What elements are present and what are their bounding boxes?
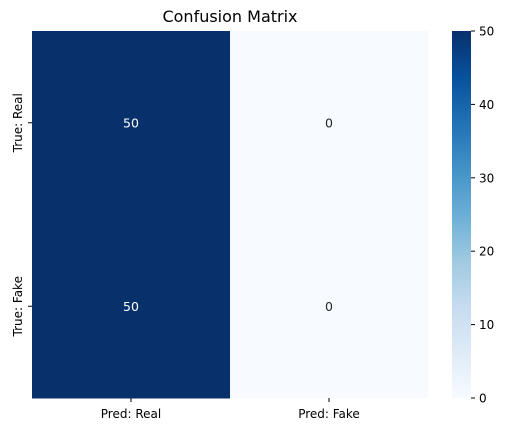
colorbar-tick-label: 30 xyxy=(479,171,494,185)
y-tick-label: True: Real xyxy=(11,93,25,153)
x-axis: Pred: Real Pred: Fake xyxy=(101,398,360,421)
chart-title: Confusion Matrix xyxy=(162,7,297,26)
colorbar-gradient xyxy=(452,31,471,398)
colorbar-tick-label: 40 xyxy=(479,98,494,112)
heatmap-cell xyxy=(230,31,429,215)
cell-value-label: 50 xyxy=(123,299,139,314)
x-tick-label: Pred: Real xyxy=(101,407,161,421)
heatmap-cells xyxy=(32,31,429,399)
heatmap-cell xyxy=(32,214,231,399)
heatmap-cell xyxy=(230,214,429,399)
x-tick-label: Pred: Fake xyxy=(298,407,360,421)
y-tick-label: True: Fake xyxy=(11,276,25,337)
cell-value-label: 50 xyxy=(123,115,139,130)
colorbar-tick-label: 0 xyxy=(479,392,487,406)
colorbar-tick-label: 10 xyxy=(479,318,494,332)
heatmap-cell xyxy=(32,31,231,215)
y-axis: True: Real True: Fake xyxy=(11,93,32,337)
colorbar xyxy=(452,31,471,398)
cell-value-label: 0 xyxy=(325,299,333,314)
colorbar-tick-label: 20 xyxy=(479,245,494,259)
colorbar-ticks: 0 10 20 30 40 50 xyxy=(471,25,494,406)
colorbar-tick-label: 50 xyxy=(479,25,494,39)
cell-value-labels: 50 0 50 0 xyxy=(123,115,333,314)
cell-value-label: 0 xyxy=(325,115,333,130)
